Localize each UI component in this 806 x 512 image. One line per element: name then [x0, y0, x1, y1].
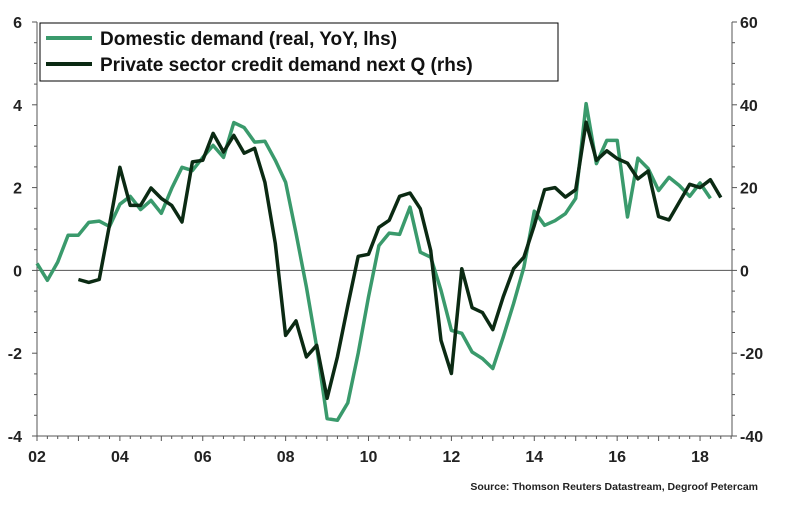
y2-tick-label: -20: [740, 346, 763, 363]
y-tick-label: 0: [13, 263, 22, 280]
x-tick-label: 08: [277, 449, 295, 466]
y-tick-label: -2: [8, 346, 22, 363]
x-tick-label: 16: [608, 449, 626, 466]
x-tick-label: 02: [28, 449, 46, 466]
y-tick-label: 6: [13, 15, 22, 32]
series-lines: [35, 101, 723, 423]
x-tick-label: 18: [691, 449, 709, 466]
y2-tick-label: 60: [740, 15, 758, 32]
x-tick-label: 04: [111, 449, 129, 466]
y-tick-label: -4: [8, 429, 22, 446]
legend-label-credit-demand: Private sector credit demand next Q (rhs…: [100, 55, 473, 76]
y-tick-label: 4: [13, 98, 22, 115]
y2-tick-label: 40: [740, 98, 758, 115]
y2-tick-label: 0: [740, 263, 749, 280]
y-tick-label: 2: [13, 181, 22, 198]
source-note: Source: Thomson Reuters Datastream, Degr…: [470, 481, 758, 493]
x-tick-label: 10: [360, 449, 378, 466]
legend: Domestic demand (real, YoY, lhs) Private…: [39, 22, 559, 82]
legend-box: [39, 22, 559, 82]
y2-tick-label: 20: [740, 181, 758, 198]
series-line-credit-demand: [77, 120, 723, 401]
x-tick-label: 06: [194, 449, 212, 466]
y2-tick-label: -40: [740, 429, 763, 446]
x-tick-label: 12: [443, 449, 461, 466]
x-tick-label: 14: [525, 449, 543, 466]
legend-label-domestic-demand: Domestic demand (real, YoY, lhs): [100, 29, 397, 50]
